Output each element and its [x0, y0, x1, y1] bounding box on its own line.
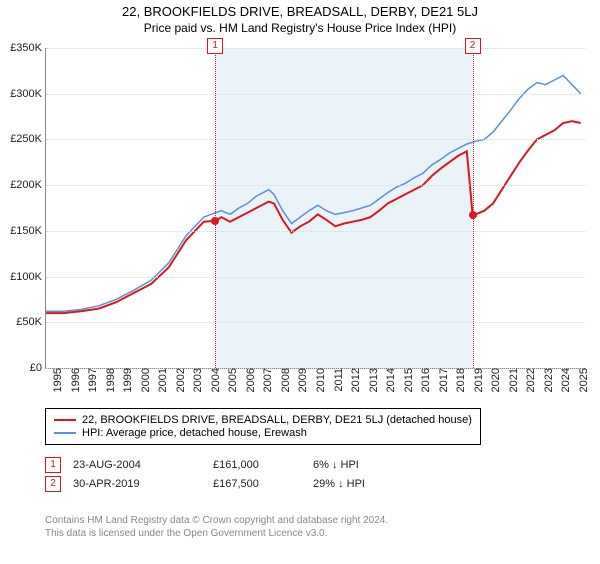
- ytick-label: £0: [30, 362, 46, 374]
- xtick-label: 2015: [401, 368, 415, 392]
- footer-line2: This data is licensed under the Open Gov…: [45, 527, 388, 540]
- xtick-label: 2011: [331, 368, 345, 392]
- xtick-label: 2000: [138, 368, 152, 392]
- xtick-label: 2024: [558, 368, 572, 392]
- gridline: [46, 231, 586, 232]
- gridline: [46, 277, 586, 278]
- marker-label: 2: [465, 38, 481, 54]
- xtick-label: 2005: [225, 368, 239, 392]
- plot-svg: [46, 48, 586, 368]
- chart-title: 22, BROOKFIELDS DRIVE, BREADSALL, DERBY,…: [0, 4, 600, 19]
- plot-area: £0£50K£100K£150K£200K£250K£300K£350K1995…: [45, 48, 586, 369]
- transaction-date: 23-AUG-2004: [73, 459, 213, 471]
- xtick-label: 1997: [85, 368, 99, 392]
- xtick-label: 2019: [471, 368, 485, 392]
- ytick-label: £300K: [10, 88, 46, 100]
- marker-dot: [469, 211, 477, 219]
- xtick-label: 1999: [120, 368, 134, 392]
- xtick-label: 2010: [313, 368, 327, 392]
- marker-label: 1: [207, 38, 223, 54]
- xtick-label: 2022: [523, 368, 537, 392]
- marker-line: [215, 48, 216, 368]
- xtick-label: 2018: [453, 368, 467, 392]
- ytick-label: £100K: [10, 271, 46, 283]
- footer-line1: Contains HM Land Registry data © Crown c…: [45, 514, 388, 527]
- marker-line: [473, 48, 474, 368]
- transaction-marker: 2: [45, 476, 61, 492]
- legend-swatch: [54, 432, 76, 434]
- chart-subtitle: Price paid vs. HM Land Registry's House …: [0, 21, 600, 35]
- ytick-label: £350K: [10, 42, 46, 54]
- transaction-row: 2 30-APR-2019£167,50029% ↓ HPI: [45, 476, 413, 492]
- transaction-delta: 6% ↓ HPI: [313, 459, 413, 471]
- legend-label: HPI: Average price, detached house, Erew…: [82, 427, 307, 439]
- xtick-label: 2021: [506, 368, 520, 392]
- legend-row: HPI: Average price, detached house, Erew…: [54, 427, 472, 439]
- xtick-label: 2017: [436, 368, 450, 392]
- xtick-label: 2001: [155, 368, 169, 392]
- footer-text: Contains HM Land Registry data © Crown c…: [45, 514, 388, 540]
- gridline: [46, 94, 586, 95]
- ytick-label: £250K: [10, 133, 46, 145]
- transaction-price: £167,500: [213, 478, 313, 490]
- xtick-label: 2014: [383, 368, 397, 392]
- xtick-label: 1996: [68, 368, 82, 392]
- xtick-label: 2008: [278, 368, 292, 392]
- xtick-label: 2007: [260, 368, 274, 392]
- gridline: [46, 322, 586, 323]
- xtick-label: 2025: [576, 368, 590, 392]
- gridline: [46, 48, 586, 49]
- gridline: [46, 185, 586, 186]
- xtick-label: 1998: [103, 368, 117, 392]
- legend-swatch: [54, 419, 76, 421]
- legend: 22, BROOKFIELDS DRIVE, BREADSALL, DERBY,…: [45, 408, 481, 445]
- gridline: [46, 139, 586, 140]
- xtick-label: 2012: [348, 368, 362, 392]
- transaction-date: 30-APR-2019: [73, 478, 213, 490]
- transaction-delta: 29% ↓ HPI: [313, 478, 413, 490]
- xtick-label: 2013: [366, 368, 380, 392]
- xtick-label: 2009: [295, 368, 309, 392]
- xtick-label: 2004: [208, 368, 222, 392]
- transaction-marker: 1: [45, 457, 61, 473]
- transaction-row: 1 23-AUG-2004£161,0006% ↓ HPI: [45, 457, 413, 473]
- xtick-label: 1995: [50, 368, 64, 392]
- xtick-label: 2002: [173, 368, 187, 392]
- ytick-label: £150K: [10, 225, 46, 237]
- ytick-label: £200K: [10, 179, 46, 191]
- marker-dot: [211, 217, 219, 225]
- legend-row: 22, BROOKFIELDS DRIVE, BREADSALL, DERBY,…: [54, 414, 472, 426]
- chart-container: 22, BROOKFIELDS DRIVE, BREADSALL, DERBY,…: [0, 4, 600, 564]
- xtick-label: 2006: [243, 368, 257, 392]
- xtick-label: 2020: [488, 368, 502, 392]
- xtick-label: 2016: [418, 368, 432, 392]
- transaction-price: £161,000: [213, 459, 313, 471]
- xtick-label: 2003: [190, 368, 204, 392]
- legend-label: 22, BROOKFIELDS DRIVE, BREADSALL, DERBY,…: [82, 414, 472, 426]
- transactions-table: 1 23-AUG-2004£161,0006% ↓ HPI 2 30-APR-2019…: [45, 454, 413, 495]
- xtick-label: 2023: [541, 368, 555, 392]
- ytick-label: £50K: [16, 316, 46, 328]
